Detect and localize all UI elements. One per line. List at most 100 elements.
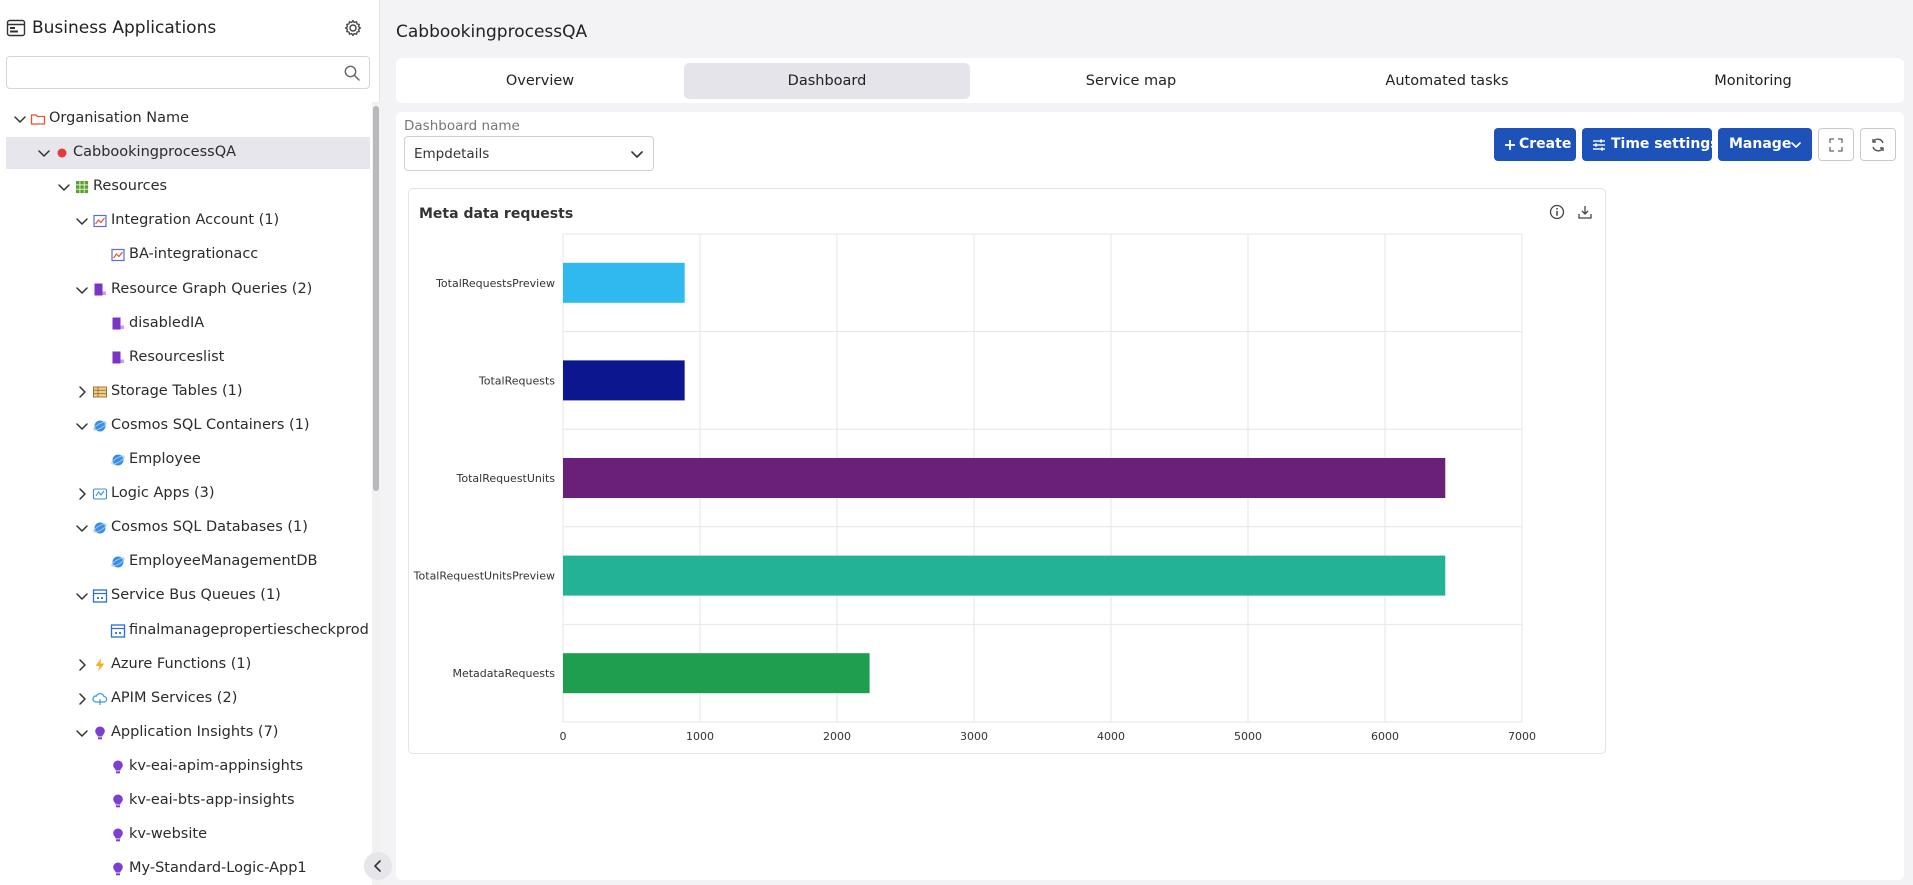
category-label: TotalRequestUnits	[456, 472, 556, 485]
chart-card: TotalRequestsPreview TotalRequests TotalRe…	[408, 188, 1606, 754]
tree-item[interactable]: EmployeeManagementDB	[6, 546, 370, 578]
tree-item[interactable]: Resources	[6, 171, 370, 203]
tree-item-label: Azure Functions (1)	[111, 655, 252, 672]
search-box	[6, 56, 370, 89]
info-icon[interactable]	[1549, 204, 1565, 220]
tree-item-label: finalmanagepropertiescheckprod	[129, 621, 369, 638]
x-tick-label: 5000	[1234, 730, 1262, 743]
tree-item[interactable]: Logic Apps (3)	[6, 478, 370, 510]
page-title: CabbookingprocessQA	[396, 22, 588, 42]
time-settings-button-label: Time settings	[1611, 136, 1719, 152]
tab-service-map[interactable]: Service map	[976, 63, 1286, 99]
tab-label: Service map	[1085, 73, 1177, 89]
tree-item[interactable]: Organisation Name	[6, 103, 370, 135]
search-input[interactable]	[13, 63, 333, 83]
cosmos-icon	[93, 522, 107, 534]
chart-bar[interactable]	[563, 653, 870, 694]
chart-title: Meta data requests	[419, 206, 574, 222]
tree-item[interactable]: Integration Account (1)	[6, 205, 370, 237]
chevron-right-icon[interactable]	[74, 384, 90, 400]
chevron-down-icon[interactable]	[74, 282, 90, 298]
chevron-down-icon[interactable]	[74, 213, 90, 229]
search-icon[interactable]	[343, 64, 361, 82]
scrollbar-thumb[interactable]	[373, 106, 379, 491]
tree-item[interactable]: disabledIA	[6, 308, 370, 340]
manage-button[interactable]: Manage	[1718, 128, 1812, 161]
chevron-down-icon[interactable]	[12, 111, 28, 127]
expand-icon	[1829, 138, 1843, 152]
tree-item[interactable]: APIM Services (2)	[6, 683, 370, 715]
cosmos-icon	[111, 454, 125, 466]
app-insights-icon	[113, 794, 123, 808]
fullscreen-button[interactable]	[1818, 128, 1854, 161]
tree-item[interactable]: kv-eai-bts-app-insights	[6, 785, 370, 817]
chevron-down-icon[interactable]	[56, 179, 72, 195]
resource-graph-icon	[94, 283, 106, 295]
chevron-down-icon[interactable]	[74, 418, 90, 434]
refresh-button[interactable]	[1860, 128, 1896, 161]
chart-bar[interactable]	[563, 360, 685, 401]
tree-item[interactable]: finalmanagepropertiescheckprod	[6, 615, 370, 647]
tree-item-label: Integration Account (1)	[111, 212, 280, 229]
bar-chart: TotalRequestsPreview TotalRequests TotalRe…	[413, 233, 1536, 743]
logic-app-icon	[92, 488, 108, 500]
chart-bar[interactable]	[563, 457, 1446, 499]
cosmos-icon	[111, 556, 125, 568]
manage-button-label: Manage	[1729, 136, 1792, 152]
tree-item-label: Organisation Name	[49, 110, 190, 126]
tree-item[interactable]: Service Bus Queues (1)	[6, 580, 370, 612]
tree-item[interactable]: Cosmos SQL Containers (1)	[6, 410, 370, 442]
storage-table-icon	[93, 386, 107, 398]
chevron-down-icon[interactable]	[36, 145, 52, 161]
chevron-down-icon[interactable]	[74, 725, 90, 741]
tree-item[interactable]: Resourceslist	[6, 342, 370, 374]
tree-item[interactable]: Storage Tables (1)	[6, 376, 370, 408]
grid-icon	[76, 181, 89, 194]
tab-label: Monitoring	[1714, 73, 1792, 89]
tree-item-label: Cosmos SQL Containers (1)	[111, 416, 310, 433]
tab-overview[interactable]: Overview	[400, 63, 680, 99]
tab-automated-tasks[interactable]: Automated tasks	[1292, 63, 1602, 99]
tree-item[interactable]: Employee	[6, 444, 370, 476]
plus-icon	[1505, 140, 1515, 150]
x-tick-label: 7000	[1508, 730, 1536, 743]
dashboard-select[interactable]: Empdetails	[404, 136, 654, 171]
tree-item[interactable]: Azure Functions (1)	[6, 649, 370, 681]
tree-item[interactable]: Application Insights (7)	[6, 717, 370, 749]
create-button[interactable]: Create	[1494, 128, 1576, 161]
tree-item[interactable]: Cosmos SQL Databases (1)	[6, 512, 370, 544]
chevron-down-icon[interactable]	[74, 520, 90, 536]
folder-icon	[30, 114, 46, 125]
cosmos-icon	[93, 420, 107, 432]
chevron-right-icon[interactable]	[74, 486, 90, 502]
gear-icon[interactable]	[343, 18, 363, 38]
chevron-right-icon[interactable]	[74, 691, 90, 707]
chevron-down-icon	[1791, 142, 1801, 148]
chevron-down-icon[interactable]	[74, 588, 90, 604]
chevron-right-icon[interactable]	[74, 657, 90, 673]
tree-item[interactable]: Resource Graph Queries (2)	[6, 274, 370, 306]
sidebar: Business Applications Organisation Name C…	[0, 0, 380, 885]
tree-item[interactable]: kv-eai-apim-appinsights	[6, 751, 370, 783]
tree-item-label: Application Insights (7)	[111, 723, 279, 740]
download-icon[interactable]	[1577, 204, 1593, 220]
time-settings-button[interactable]: Time settings	[1582, 128, 1719, 161]
tree-item[interactable]: My-Standard-Logic-App1	[6, 853, 370, 885]
dashboard-panel: Dashboard name Empdetails Create Time se…	[396, 112, 1904, 880]
tree-item[interactable]: BA-integrationacc	[6, 239, 370, 271]
chart-bar[interactable]	[563, 555, 1446, 596]
chart-bar[interactable]	[563, 262, 685, 303]
tree-item[interactable]: CabbookingprocessQA	[6, 137, 370, 170]
tree-item-label: disabledIA	[129, 314, 205, 331]
collapse-sidebar-button[interactable]	[364, 852, 392, 880]
tab-dashboard[interactable]: Dashboard	[684, 63, 970, 99]
dashboard-select-value: Empdetails	[414, 146, 490, 162]
tab-monitoring[interactable]: Monitoring	[1606, 63, 1900, 99]
resource-graph-icon	[112, 351, 124, 364]
status-dot-icon	[57, 148, 67, 158]
category-label: TotalRequests	[478, 374, 555, 387]
sidebar-scrollbar[interactable]	[372, 102, 380, 885]
tree-item-label: Service Bus Queues (1)	[111, 587, 281, 604]
sliders-icon	[1593, 139, 1605, 151]
tree-item[interactable]: kv-website	[6, 819, 370, 851]
